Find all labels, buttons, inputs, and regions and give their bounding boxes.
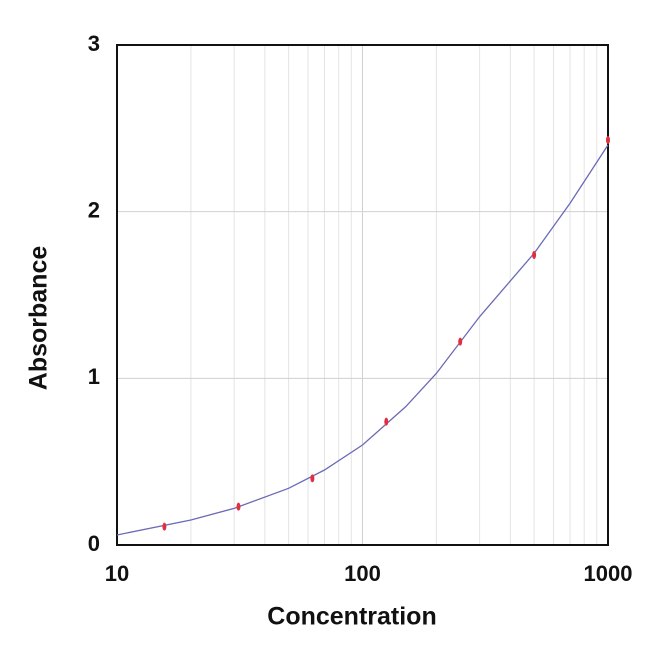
x-tick-label: 100 <box>344 561 381 586</box>
x-axis-title: Concentration <box>267 603 436 631</box>
y-tick-label: 3 <box>88 31 100 56</box>
y-tick-label: 0 <box>88 531 100 556</box>
data-point <box>532 251 537 259</box>
data-point <box>384 417 389 426</box>
fit-curve <box>116 144 609 536</box>
data-point <box>236 502 241 511</box>
x-tick-label: 1000 <box>584 561 633 586</box>
plot-frame <box>116 44 609 546</box>
data-point <box>310 474 315 483</box>
data-point <box>162 522 167 531</box>
y-axis-title: Absorbance <box>25 246 53 391</box>
x-tick-label: 10 <box>105 561 129 586</box>
data-point <box>458 337 463 346</box>
y-tick-label: 2 <box>88 197 100 222</box>
data-point <box>606 136 610 144</box>
y-tick-label: 1 <box>88 364 100 389</box>
